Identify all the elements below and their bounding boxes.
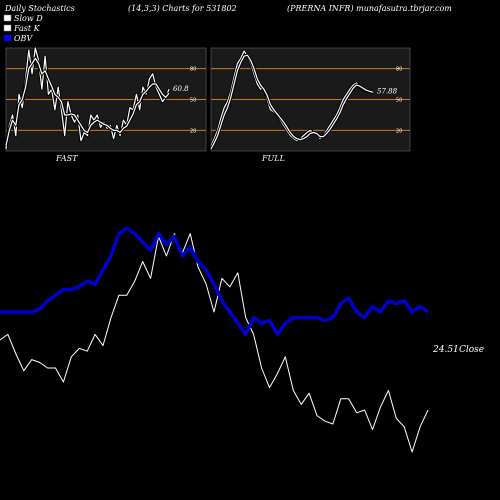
fast-stochastic-panel: 80 50 20 60.8 <box>4 46 207 152</box>
slow-d-line <box>210 54 374 150</box>
fast-k-line <box>210 50 374 147</box>
legend-swatch-obv <box>4 35 11 41</box>
y-tick-label: 80 <box>396 67 402 73</box>
price-line <box>0 233 429 453</box>
legend-swatch-slow-d <box>3 14 12 22</box>
y-tick-label: 80 <box>190 67 196 73</box>
price-obv-panel <box>0 226 430 453</box>
last-value-label: 57.88 <box>377 87 398 95</box>
legend-swatch-fast-k <box>3 24 12 32</box>
price-last-value: 24.51 <box>432 345 459 355</box>
header-left: Daily Stochastics <box>4 4 75 13</box>
full-stochastic-panel: 80 50 20 57.88 <box>209 47 411 152</box>
header-center: (14,3,3) Charts for 531802 <box>128 4 237 13</box>
header-right: (PRERNA INFR) munafasutra.tbrjar.com <box>287 4 452 13</box>
legend-label-slow-d: Slow D <box>14 14 43 23</box>
y-tick-label: 50 <box>190 98 196 104</box>
close-label: Close <box>459 345 484 355</box>
legend-label-fast-k: Fast K <box>13 24 41 33</box>
obv-line <box>0 226 430 337</box>
last-value-label: 60.8 <box>173 85 189 93</box>
y-tick-label: 20 <box>396 128 402 134</box>
full-panel-title: FULL <box>261 154 285 163</box>
legend-label-obv: OBV <box>14 34 33 43</box>
y-tick-label: 50 <box>396 98 402 104</box>
legend: Slow D Fast K OBV <box>3 14 43 43</box>
slow-d-line <box>5 57 170 146</box>
y-tick-label: 20 <box>190 128 196 134</box>
fast-panel-title: FAST <box>55 154 78 163</box>
